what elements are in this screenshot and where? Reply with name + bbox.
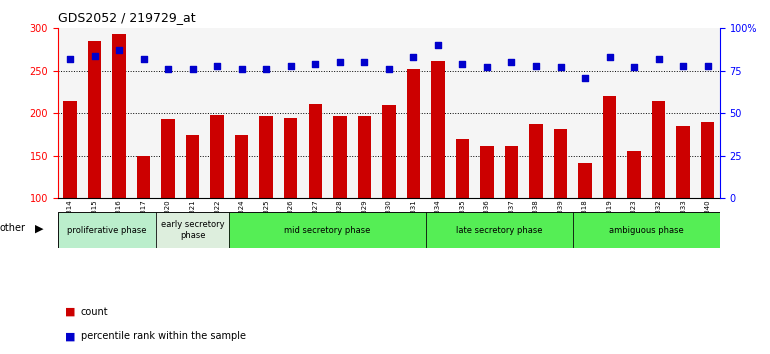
Bar — [352, 28, 377, 198]
Bar — [132, 28, 156, 198]
Bar — [426, 28, 450, 198]
Bar — [401, 28, 426, 198]
Text: late secretory phase: late secretory phase — [456, 225, 543, 235]
Point — [604, 55, 616, 60]
Text: early secretory
phase: early secretory phase — [161, 221, 225, 240]
Point — [64, 56, 76, 62]
Bar — [480, 147, 494, 198]
Point — [530, 63, 542, 69]
Bar — [499, 28, 524, 198]
Bar — [63, 101, 77, 198]
Point — [162, 66, 174, 72]
Point — [579, 75, 591, 80]
Point — [260, 66, 273, 72]
Bar — [284, 118, 297, 198]
Text: ambiguous phase: ambiguous phase — [609, 225, 684, 235]
Bar — [377, 28, 401, 198]
Bar — [259, 116, 273, 198]
Bar — [156, 212, 229, 248]
Point — [211, 63, 223, 69]
Bar — [279, 28, 303, 198]
Bar — [205, 28, 229, 198]
Bar — [229, 212, 426, 248]
Bar — [309, 104, 322, 198]
Bar — [505, 145, 518, 198]
Text: count: count — [81, 307, 109, 316]
Text: proliferative phase: proliferative phase — [67, 225, 146, 235]
Bar — [603, 96, 616, 198]
Bar — [529, 124, 543, 198]
Text: ■: ■ — [65, 307, 76, 316]
Bar — [180, 28, 205, 198]
Bar — [357, 116, 371, 198]
Bar — [456, 139, 469, 198]
Bar — [82, 28, 107, 198]
Bar — [112, 34, 126, 198]
Point — [652, 56, 665, 62]
Bar — [701, 122, 715, 198]
Bar — [548, 28, 573, 198]
Bar — [695, 28, 720, 198]
Text: GDS2052 / 219729_at: GDS2052 / 219729_at — [58, 11, 196, 24]
Bar — [676, 126, 690, 198]
Bar — [162, 119, 175, 198]
Bar — [107, 28, 132, 198]
Bar — [578, 164, 592, 198]
Point — [137, 56, 149, 62]
Point — [407, 55, 420, 60]
Bar — [573, 212, 720, 248]
Bar — [524, 28, 548, 198]
Point — [186, 66, 199, 72]
Point — [333, 59, 346, 65]
Text: percentile rank within the sample: percentile rank within the sample — [81, 331, 246, 341]
Point — [309, 61, 321, 67]
Point — [358, 59, 370, 65]
Bar — [235, 135, 249, 198]
Bar — [156, 28, 180, 198]
Bar — [598, 28, 622, 198]
Bar — [652, 101, 665, 198]
Text: mid secretory phase: mid secretory phase — [284, 225, 370, 235]
Bar — [210, 115, 224, 198]
Bar — [88, 41, 102, 198]
Point — [677, 63, 689, 69]
Text: ▶: ▶ — [35, 223, 43, 233]
Point — [113, 47, 126, 53]
Bar — [426, 212, 573, 248]
Bar — [646, 28, 671, 198]
Text: ■: ■ — [65, 331, 76, 341]
Bar — [554, 130, 567, 198]
Point — [383, 66, 395, 72]
Bar — [628, 151, 641, 198]
Bar — [450, 28, 474, 198]
Bar — [431, 62, 444, 198]
Bar — [58, 28, 82, 198]
Bar — [303, 28, 327, 198]
Point — [285, 63, 297, 69]
Bar — [382, 105, 396, 198]
Bar — [671, 28, 695, 198]
Bar — [407, 69, 420, 198]
Bar — [327, 28, 352, 198]
Bar — [474, 28, 499, 198]
Point — [505, 59, 517, 65]
Point — [554, 64, 567, 70]
Bar — [333, 116, 347, 198]
Point — [628, 64, 641, 70]
Bar — [58, 212, 156, 248]
Bar — [229, 28, 254, 198]
Bar — [186, 135, 199, 198]
Point — [432, 42, 444, 48]
Bar — [254, 28, 279, 198]
Bar — [622, 28, 646, 198]
Point — [457, 61, 469, 67]
Bar — [137, 156, 150, 198]
Point — [236, 66, 248, 72]
Point — [701, 63, 714, 69]
Point — [89, 53, 101, 58]
Point — [480, 64, 493, 70]
Bar — [573, 28, 598, 198]
Text: other: other — [0, 223, 26, 233]
